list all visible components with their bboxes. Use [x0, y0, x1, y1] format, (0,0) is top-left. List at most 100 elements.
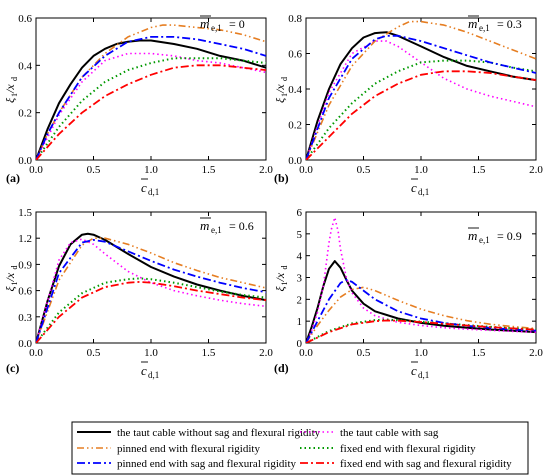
y-axis-label-text: ξ — [3, 286, 17, 292]
series-line — [306, 216, 536, 343]
x-tick-label: 2.0 — [259, 347, 273, 359]
series-line — [36, 64, 266, 160]
series-line — [36, 239, 266, 343]
series-group — [36, 232, 266, 343]
chart-panel-3: 0.0 0.5 1.0 1.5 2.0 0.0 0.3 0.6 0.9 1.2 1.5 (c) c d,1… — [3, 207, 273, 380]
annotation-symbol: m — [200, 218, 209, 233]
series-line — [306, 319, 536, 343]
y-tick-label: 5 — [297, 229, 303, 241]
y-axis-label-rest-subscript: d — [10, 266, 19, 270]
legend-label: the taut cable with sag — [340, 427, 439, 439]
annotation-value: = 0.6 — [229, 219, 254, 233]
series-line — [36, 24, 266, 160]
annotation-value: = 0 — [229, 17, 245, 31]
y-axis-label-rest: /x — [273, 272, 287, 282]
x-axis-label: c — [141, 180, 147, 195]
x-axis-label: c — [411, 363, 417, 378]
y-axis-label: ξ1/x d — [3, 266, 19, 292]
x-tick-label: 1.5 — [202, 164, 216, 176]
series-line — [306, 260, 536, 343]
y-tick-label: 4 — [297, 251, 303, 263]
annotation-subscript: e,1 — [211, 23, 222, 33]
x-axis-label-subscript: d,1 — [418, 187, 429, 197]
series-line — [306, 40, 536, 160]
y-axis-label: ξ1/x d — [3, 77, 19, 103]
y-axis-label-subscript: 1 — [10, 282, 19, 286]
annotation-subscript: e,1 — [479, 235, 490, 245]
y-tick-label: 1.2 — [18, 233, 32, 245]
y-tick-label: 0.0 — [288, 155, 302, 167]
x-tick-label: 0.0 — [29, 164, 43, 176]
legend-label: pinned end with flexural rigidity — [117, 443, 260, 455]
series-line — [36, 36, 266, 160]
x-tick-label: 2.0 — [259, 164, 273, 176]
y-tick-label: 1.5 — [18, 207, 32, 219]
y-axis-label-subscript: 1 — [280, 93, 289, 97]
chart-panel-2: 0.0 0.5 1.0 1.5 2.0 0.0 0.2 0.4 0.6 0.8 (b) c d,1 ξ1/… — [273, 13, 543, 197]
x-axis-label: c — [411, 180, 417, 195]
series-line — [36, 232, 266, 343]
y-axis-label: ξ1/x d — [273, 266, 289, 292]
series-line — [306, 34, 536, 160]
x-tick-label: 0.0 — [29, 347, 43, 359]
x-tick-label: 1.0 — [144, 164, 158, 176]
x-axis-label-subscript: d,1 — [148, 187, 159, 197]
y-tick-label: 3 — [297, 273, 303, 285]
series-line — [36, 281, 266, 343]
y-tick-label: 6 — [297, 207, 303, 219]
annotation-value: = 0.3 — [497, 17, 522, 31]
x-tick-label: 1.0 — [414, 347, 428, 359]
y-tick-label: 0.8 — [288, 13, 302, 25]
x-tick-label: 1.5 — [472, 164, 486, 176]
legend-item: pinned end with flexural rigidity — [77, 443, 260, 455]
x-tick-label: 1.5 — [472, 347, 486, 359]
x-tick-label: 0.5 — [357, 164, 371, 176]
panel-label: (b) — [274, 171, 289, 185]
x-tick-label: 1.0 — [414, 164, 428, 176]
x-tick-label: 2.0 — [529, 347, 543, 359]
legend-item: the taut cable with sag — [300, 427, 439, 439]
annotation-subscript: e,1 — [211, 225, 222, 235]
series-line — [36, 52, 266, 160]
annotation-symbol: m — [200, 16, 209, 31]
legend-item: pinned end with sag and flexural rigidit… — [77, 458, 297, 470]
y-tick-label: 0.0 — [18, 338, 32, 350]
legend: the taut cable without sag and flexural … — [71, 421, 529, 475]
y-axis-label-rest-subscript: d — [10, 77, 19, 81]
series-group — [306, 216, 536, 343]
y-axis-label-rest: /x — [273, 84, 287, 94]
series-line — [306, 278, 536, 343]
y-axis-label: ξ1/x d — [273, 77, 289, 103]
series-group — [36, 24, 266, 160]
y-axis-label-rest: /x — [3, 272, 17, 282]
y-tick-label: 0.2 — [288, 120, 302, 132]
y-tick-label: 0.3 — [18, 312, 32, 324]
y-axis-label-rest-subscript: d — [280, 77, 289, 81]
plot-frame — [35, 17, 267, 161]
x-tick-label: 2.0 — [529, 164, 543, 176]
panel-label: (a) — [6, 171, 20, 185]
y-axis-label-text: ξ — [273, 286, 287, 292]
y-axis-label-rest-subscript: d — [280, 266, 289, 270]
x-tick-label: 0.0 — [299, 164, 313, 176]
x-axis-label-subscript: d,1 — [148, 370, 159, 380]
x-tick-label: 0.5 — [87, 164, 101, 176]
legend-item: the taut cable without sag and flexural … — [77, 427, 321, 439]
chart-panel-1: 0.0 0.5 1.0 1.5 2.0 0.0 0.2 0.4 0.6 (a) c d,1 ξ1/x d m… — [3, 13, 273, 197]
series-line — [306, 59, 536, 160]
legend-label: pinned end with sag and flexural rigidit… — [117, 458, 297, 470]
x-axis-label-subscript: d,1 — [418, 370, 429, 380]
x-tick-label: 1.5 — [202, 347, 216, 359]
x-tick-label: 0.5 — [357, 347, 371, 359]
series-group — [306, 20, 536, 160]
annotation-symbol: m — [468, 16, 477, 31]
legend-label: fixed end with flexural rigidity — [340, 443, 476, 455]
x-axis-label: c — [141, 363, 147, 378]
series-line — [306, 20, 536, 160]
x-tick-label: 0.0 — [299, 347, 313, 359]
series-line — [306, 31, 536, 160]
legend-item: fixed end with sag and flexural rigidity — [300, 458, 512, 470]
annotation-subscript: e,1 — [479, 23, 490, 33]
